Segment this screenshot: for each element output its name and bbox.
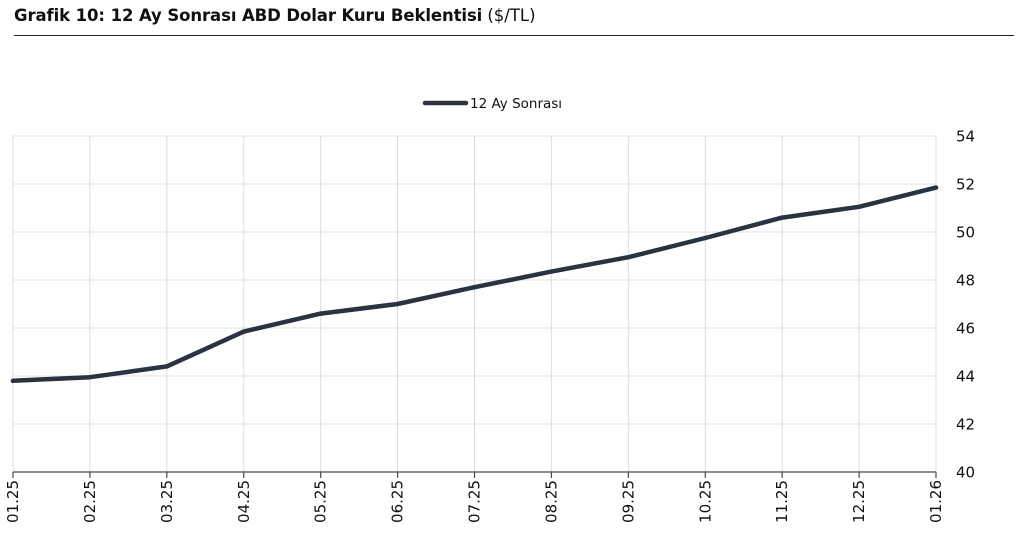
x-tick-label: 06.25 bbox=[389, 480, 407, 523]
y-tick-label: 48 bbox=[956, 272, 975, 290]
x-axis bbox=[12, 471, 937, 478]
x-tick-label: 03.25 bbox=[158, 480, 176, 523]
x-tick-label: 10.25 bbox=[696, 480, 714, 523]
y-tick-labels: 40 42 44 46 48 50 52 54 bbox=[956, 128, 975, 482]
data-point bbox=[856, 204, 862, 209]
x-tick-label: 01.25 bbox=[4, 480, 22, 523]
x-tick-label: 04.25 bbox=[235, 480, 253, 523]
x-tick-label: 02.25 bbox=[81, 480, 99, 523]
x-tick-labels: 01.25 02.25 03.25 04.25 05.25 06.25 07.25 08.25… bbox=[4, 480, 945, 523]
data-point bbox=[703, 235, 708, 241]
chart-title: Grafik 10: 12 Ay Sonrası ABD Dolar Kuru … bbox=[14, 6, 1014, 36]
chart-title-unit: ($/TL) bbox=[487, 6, 536, 25]
y-tick-label: 54 bbox=[956, 128, 975, 146]
data-point bbox=[549, 269, 554, 274]
grid-lines bbox=[12, 135, 937, 472]
chart-title-main: Grafik 10: 12 Ay Sonrası ABD Dolar Kuru … bbox=[14, 6, 483, 25]
series-lines bbox=[10, 185, 939, 384]
data-point bbox=[10, 378, 16, 383]
x-tick-label: 07.25 bbox=[466, 480, 484, 523]
legend-label: 12 Ay Sonrası bbox=[470, 96, 562, 112]
data-point bbox=[472, 285, 477, 290]
data-point bbox=[395, 301, 400, 307]
data-point bbox=[241, 329, 246, 334]
x-tick-label: 09.25 bbox=[619, 480, 637, 523]
data-point bbox=[933, 185, 939, 190]
y-tick-label: 40 bbox=[956, 464, 975, 482]
y-tick-label: 50 bbox=[956, 224, 975, 242]
y-tick-label: 42 bbox=[956, 416, 975, 434]
y-tick-label: 44 bbox=[956, 368, 975, 386]
data-point bbox=[779, 215, 785, 220]
x-tick-label: 05.25 bbox=[312, 480, 330, 523]
data-point bbox=[164, 364, 170, 369]
legend: 12 Ay Sonrası bbox=[422, 96, 562, 112]
x-tick-label: 01.26 bbox=[927, 480, 945, 523]
y-tick-label: 46 bbox=[956, 320, 975, 338]
y-tick-label: 52 bbox=[956, 176, 975, 194]
x-tick-label: 12.25 bbox=[850, 480, 868, 523]
x-tick-label: 08.25 bbox=[542, 480, 560, 523]
data-point bbox=[318, 311, 323, 316]
data-point bbox=[626, 255, 631, 260]
x-tick-label: 11.25 bbox=[773, 480, 791, 523]
data-point bbox=[87, 375, 93, 380]
